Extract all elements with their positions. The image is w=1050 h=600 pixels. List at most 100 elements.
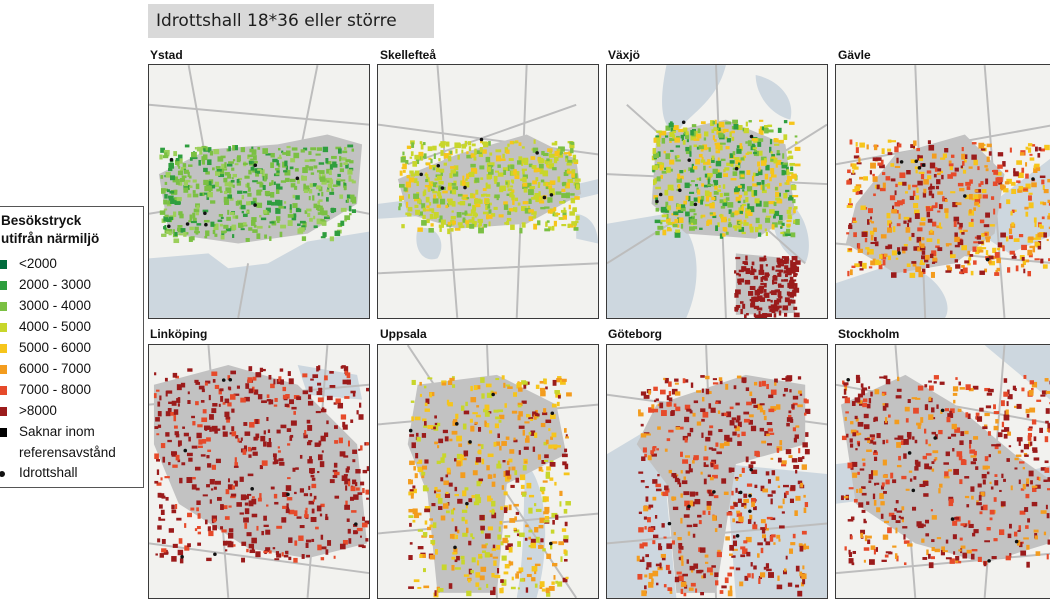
population-cell [783, 568, 787, 572]
population-cell [885, 245, 889, 250]
population-cell [290, 420, 297, 426]
population-cell [946, 416, 951, 423]
population-cell [781, 169, 785, 176]
legend-swatch [0, 302, 7, 311]
population-cell [887, 527, 892, 534]
population-cell [927, 140, 931, 145]
population-cell [434, 441, 439, 445]
population-cell [797, 590, 803, 597]
population-cell [780, 226, 783, 229]
population-cell [980, 491, 985, 497]
population-cell [506, 217, 512, 222]
legend-item-label: Saknar inom [19, 424, 95, 439]
population-cell [663, 536, 667, 539]
population-cell [696, 390, 702, 393]
population-cell [945, 557, 952, 560]
population-cell [677, 184, 681, 189]
population-cell [270, 383, 275, 389]
population-cell [450, 169, 456, 174]
population-cell [174, 189, 178, 195]
population-cell [313, 165, 318, 169]
population-cell [1029, 407, 1036, 413]
population-cell [428, 157, 432, 160]
population-cell [1047, 215, 1050, 220]
population-cell [399, 183, 405, 188]
population-cell [544, 515, 550, 520]
population-cell [864, 437, 870, 441]
population-cell [439, 226, 442, 232]
population-cell [685, 151, 690, 155]
population-cell [525, 587, 529, 593]
population-cell [251, 217, 257, 223]
population-cell [986, 392, 993, 396]
population-cell [871, 437, 875, 440]
population-cell [938, 204, 943, 210]
population-cell [188, 436, 191, 442]
urban-area [407, 374, 567, 593]
sports-hall-marker [940, 408, 945, 413]
population-cell [294, 168, 299, 172]
population-cell [717, 157, 720, 163]
population-cell [664, 135, 669, 138]
population-cell [451, 518, 454, 522]
sports-hall-marker [479, 137, 484, 142]
urban-area [845, 134, 1005, 274]
population-cell [749, 226, 754, 233]
population-cell [683, 127, 688, 132]
population-cell [306, 188, 311, 192]
population-cell [510, 179, 513, 183]
population-cell [195, 183, 200, 190]
population-cell [317, 200, 321, 205]
population-cell [317, 454, 323, 461]
population-cell [303, 185, 310, 192]
population-cell [697, 128, 701, 134]
population-cell [303, 432, 307, 439]
population-cell [475, 460, 479, 465]
population-cell [725, 231, 729, 235]
population-cell [426, 218, 430, 222]
population-cell [921, 268, 926, 273]
population-cell [252, 169, 256, 173]
population-cell [439, 168, 445, 173]
population-cell [734, 292, 739, 298]
population-cell [762, 410, 766, 415]
population-cell [522, 465, 527, 471]
population-cell [853, 155, 860, 159]
population-cell [165, 496, 169, 501]
population-cell [735, 305, 739, 310]
population-cell [156, 482, 162, 486]
population-cell [410, 479, 413, 485]
population-cell [901, 199, 905, 205]
population-cell [318, 387, 323, 392]
population-cell [418, 151, 424, 157]
population-cell [529, 186, 536, 190]
population-cell [872, 493, 876, 500]
population-cell [919, 483, 926, 488]
population-cell [749, 514, 753, 520]
population-cell [765, 541, 771, 546]
population-cell [869, 170, 872, 175]
population-cell [861, 389, 866, 396]
population-cell [558, 146, 564, 152]
population-cell [948, 160, 952, 164]
population-cell [709, 202, 715, 209]
population-cell [515, 573, 520, 579]
population-cell [992, 247, 997, 253]
population-cell [933, 381, 937, 384]
population-cell [714, 180, 719, 185]
population-cell [427, 177, 430, 183]
population-cell [968, 444, 972, 449]
population-cell [770, 406, 777, 411]
population-cell [1017, 529, 1021, 532]
population-cell [792, 289, 798, 293]
population-cell [275, 172, 280, 176]
population-cell [1048, 428, 1050, 433]
population-cell [939, 170, 944, 174]
population-cell [986, 156, 990, 162]
population-cell [783, 279, 788, 282]
population-cell [210, 488, 214, 491]
population-cell [1017, 172, 1024, 179]
population-cell [753, 305, 760, 310]
population-cell [424, 184, 429, 188]
population-cell [872, 176, 878, 182]
